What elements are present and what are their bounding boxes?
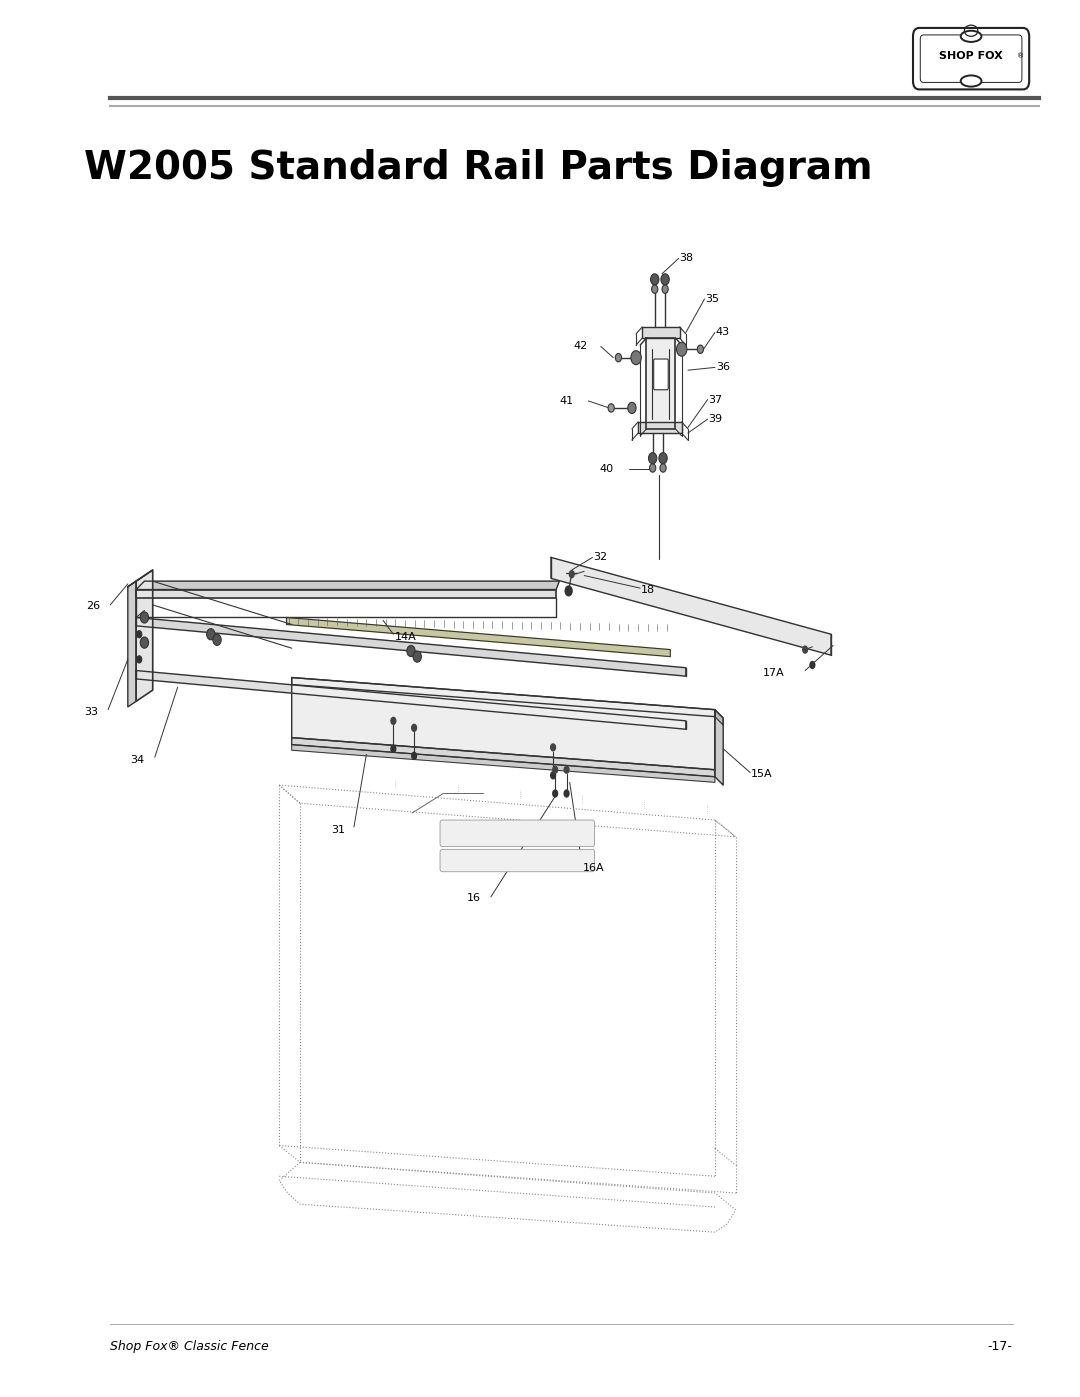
Circle shape: [136, 630, 143, 638]
Circle shape: [569, 570, 575, 578]
FancyBboxPatch shape: [920, 35, 1022, 82]
Circle shape: [649, 464, 656, 472]
Polygon shape: [136, 590, 556, 598]
Circle shape: [140, 612, 149, 623]
Polygon shape: [715, 710, 724, 785]
Text: 26: 26: [85, 601, 99, 612]
Text: 33: 33: [84, 707, 98, 718]
Circle shape: [390, 745, 396, 753]
Circle shape: [809, 661, 815, 669]
Circle shape: [676, 342, 687, 356]
Text: 38: 38: [679, 253, 693, 264]
Text: 17A: 17A: [762, 668, 784, 679]
Polygon shape: [292, 745, 715, 782]
Polygon shape: [292, 738, 715, 777]
Circle shape: [650, 274, 659, 285]
Text: 37: 37: [708, 394, 723, 405]
Circle shape: [659, 453, 667, 464]
Text: 42: 42: [573, 341, 588, 352]
Text: 14A: 14A: [394, 631, 416, 643]
Polygon shape: [638, 422, 681, 433]
Text: 16A: 16A: [583, 862, 605, 873]
Text: 32: 32: [594, 552, 608, 563]
Polygon shape: [286, 617, 671, 657]
Polygon shape: [647, 338, 675, 429]
FancyBboxPatch shape: [440, 849, 595, 872]
Polygon shape: [643, 327, 679, 338]
Circle shape: [565, 585, 572, 597]
Polygon shape: [136, 671, 686, 729]
Circle shape: [564, 766, 569, 774]
FancyBboxPatch shape: [913, 28, 1029, 89]
Circle shape: [140, 637, 149, 648]
Polygon shape: [551, 557, 832, 655]
Circle shape: [661, 274, 670, 285]
Text: 41: 41: [559, 395, 573, 407]
Ellipse shape: [961, 31, 982, 42]
FancyBboxPatch shape: [653, 359, 669, 390]
Polygon shape: [715, 710, 724, 725]
Text: 31: 31: [332, 824, 346, 835]
Polygon shape: [127, 570, 152, 587]
Text: W2005 Standard Rail Parts Diagram: W2005 Standard Rail Parts Diagram: [84, 148, 873, 187]
Circle shape: [206, 629, 215, 640]
Text: 35: 35: [705, 293, 719, 305]
Text: ®: ®: [1016, 53, 1024, 59]
FancyBboxPatch shape: [440, 820, 595, 847]
Circle shape: [552, 789, 558, 798]
Circle shape: [660, 464, 666, 472]
Text: 18: 18: [642, 584, 656, 595]
Polygon shape: [136, 617, 686, 676]
Circle shape: [136, 655, 143, 664]
Circle shape: [213, 634, 221, 645]
Text: SHOP FOX: SHOP FOX: [940, 50, 1003, 61]
Circle shape: [802, 645, 808, 654]
Text: 15A: 15A: [752, 768, 773, 780]
Circle shape: [390, 717, 396, 725]
Polygon shape: [136, 581, 559, 590]
Circle shape: [627, 402, 636, 414]
Text: -17-: -17-: [988, 1340, 1013, 1354]
Circle shape: [550, 771, 556, 780]
Circle shape: [407, 645, 415, 657]
Text: 39: 39: [708, 414, 723, 425]
Text: 34: 34: [131, 754, 145, 766]
Polygon shape: [136, 570, 152, 701]
Polygon shape: [292, 678, 715, 717]
Circle shape: [413, 651, 421, 662]
Ellipse shape: [961, 75, 982, 87]
Text: 16: 16: [467, 893, 481, 904]
Circle shape: [616, 353, 622, 362]
Polygon shape: [292, 678, 715, 770]
Polygon shape: [127, 581, 136, 707]
Circle shape: [564, 789, 569, 798]
Text: 36: 36: [716, 362, 730, 373]
Circle shape: [648, 453, 657, 464]
Circle shape: [662, 285, 669, 293]
Text: 43: 43: [716, 327, 730, 338]
Circle shape: [651, 285, 658, 293]
Circle shape: [411, 724, 417, 732]
Circle shape: [550, 743, 556, 752]
Circle shape: [552, 766, 558, 774]
Circle shape: [698, 345, 703, 353]
Text: Shop Fox® Classic Fence: Shop Fox® Classic Fence: [110, 1340, 269, 1354]
Text: 40: 40: [599, 464, 613, 475]
Circle shape: [631, 351, 642, 365]
Circle shape: [608, 404, 615, 412]
Circle shape: [411, 752, 417, 760]
